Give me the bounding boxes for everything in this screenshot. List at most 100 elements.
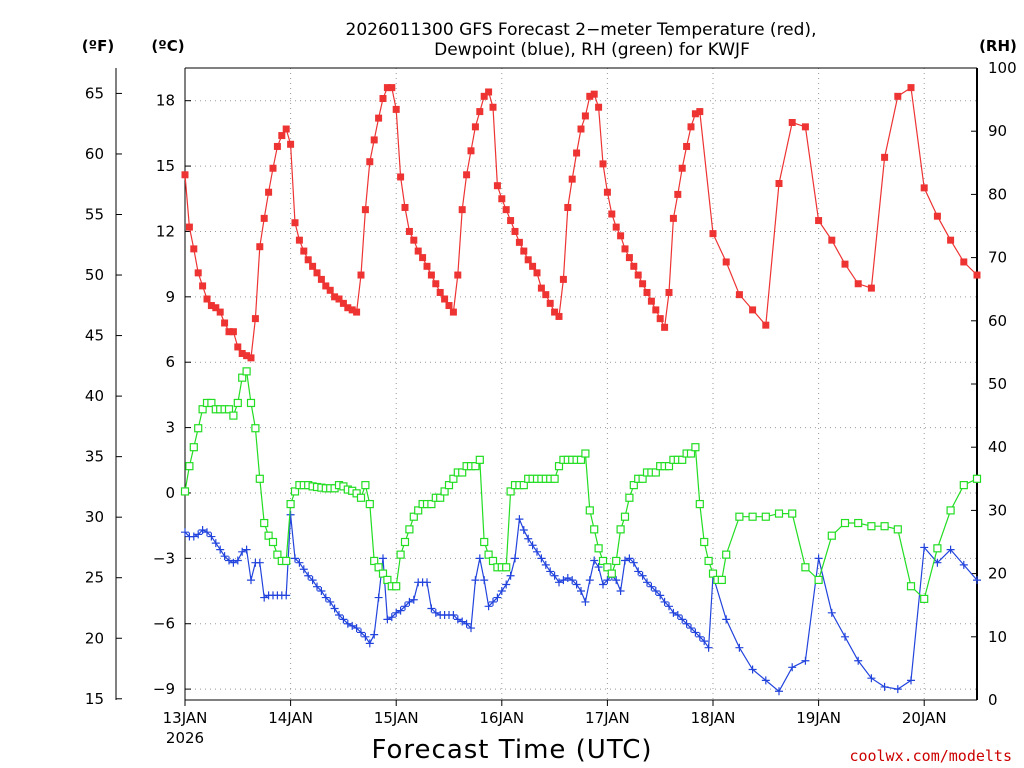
f-tick-label: 50: [85, 266, 104, 284]
temperature-point: [432, 280, 440, 288]
dewpoint-point: [907, 676, 915, 685]
temperature-point: [762, 321, 770, 329]
temperature-point: [881, 153, 889, 161]
temperature-point: [366, 158, 374, 166]
rh-point: [704, 556, 713, 566]
temperature-point: [551, 308, 559, 316]
temperature-point: [379, 95, 387, 103]
axes: −9 −6 −3 0 3 6 9 12 15 18 15 20 25 30 35 40 45 50 55 60 65 0 1…: [85, 59, 1017, 727]
f-tick-label: 20: [85, 629, 104, 647]
x-axis-title: Forecast Time (UTC): [371, 735, 652, 765]
rh-point: [246, 398, 256, 408]
dewpoint-point: [581, 597, 590, 606]
rh-point: [436, 493, 445, 502]
dewpoint-point: [330, 604, 339, 613]
dewpoint-point: [361, 632, 370, 641]
rh-point: [488, 556, 498, 566]
dewpoint-point: [854, 656, 863, 665]
temperature-point: [841, 260, 849, 268]
source-credit: coolwx.com/modelts: [849, 747, 1012, 765]
rh-point: [686, 449, 696, 458]
temperature-point: [199, 282, 207, 290]
rh-point: [761, 512, 770, 521]
rh-point: [268, 537, 278, 547]
rh-point: [700, 537, 709, 547]
dewpoint-point: [383, 615, 392, 624]
dewpoint-point: [387, 613, 396, 622]
dewpoint-point: [528, 541, 537, 550]
dewpoint-point: [220, 552, 229, 561]
dewpoint-point: [462, 619, 471, 628]
temperature-point: [515, 238, 523, 246]
dewpoint-point: [673, 611, 682, 620]
rh-point: [607, 569, 616, 578]
rh-point: [458, 468, 467, 477]
temperature-point: [234, 343, 242, 351]
dewpoint-point: [299, 565, 308, 574]
dewpoint-point: [313, 582, 321, 591]
temperature-point: [894, 92, 902, 100]
temperature-point: [185, 223, 193, 231]
temperature-point: [370, 136, 378, 144]
fahrenheit-unit-label: (ºF): [82, 37, 114, 55]
dewpoint-point: [321, 593, 330, 602]
dewpoint-point: [401, 602, 409, 611]
dewpoint-point: [211, 539, 220, 548]
dewpoint-point: [343, 619, 352, 628]
rh-point: [396, 550, 405, 559]
dewpoint-point: [893, 685, 902, 694]
temperature-point: [247, 354, 255, 362]
rh-point: [194, 424, 203, 433]
rh-point: [449, 474, 458, 483]
f-tick-label: 40: [85, 387, 104, 405]
dewpoint-point: [229, 558, 238, 567]
temperature-point: [414, 247, 422, 255]
rh-point: [374, 563, 383, 572]
rh-point: [282, 556, 291, 566]
temperature-point: [788, 118, 796, 126]
temperature-point: [634, 271, 642, 279]
dewpoint-point: [700, 637, 709, 646]
rh-point: [550, 474, 559, 483]
dewpoint-point: [559, 576, 568, 585]
rh-point: [260, 518, 269, 528]
dewpoint-point: [291, 554, 299, 563]
rh-point: [198, 405, 207, 414]
temperature-point: [555, 312, 563, 320]
dewpoint-point: [625, 554, 634, 563]
dewpoint-point: [348, 621, 357, 630]
rh-tick-label: 60: [988, 312, 1007, 330]
dewpoint-point: [568, 576, 577, 585]
temperature-point: [216, 308, 224, 316]
dewpoint-point: [506, 571, 515, 580]
rh-point: [788, 509, 797, 518]
dewpoint-point: [255, 558, 264, 567]
rh-tick-label: 90: [988, 122, 1007, 140]
dewpoint-point: [973, 576, 981, 585]
rh-point: [972, 474, 982, 483]
temperature-point: [348, 306, 356, 314]
temperature-point: [300, 247, 308, 255]
rh-point: [625, 493, 634, 502]
dewpoint-point: [181, 528, 189, 537]
dewpoint-point: [370, 630, 379, 639]
rh-point: [506, 487, 515, 496]
dewpoint-point: [946, 545, 955, 554]
temperature-point: [203, 295, 211, 303]
temperature-point: [243, 352, 251, 360]
rh-point: [814, 575, 823, 585]
dewpoint-point: [651, 587, 660, 596]
temperature-point: [458, 206, 466, 214]
dewpoint-point: [920, 543, 929, 552]
temperature-point: [581, 112, 589, 120]
dewpoint-point: [480, 576, 489, 585]
temperature-point: [647, 297, 655, 305]
dewpoint-point: [286, 510, 295, 519]
rh-tick-label: 0: [988, 691, 998, 709]
dewpoint-point: [669, 608, 678, 617]
x-tick-label: 16JAN: [479, 709, 524, 727]
dewpoint-point: [471, 576, 480, 585]
temperature-point: [691, 110, 699, 118]
dewpoint-point: [603, 576, 612, 585]
temperature-point: [427, 271, 435, 279]
